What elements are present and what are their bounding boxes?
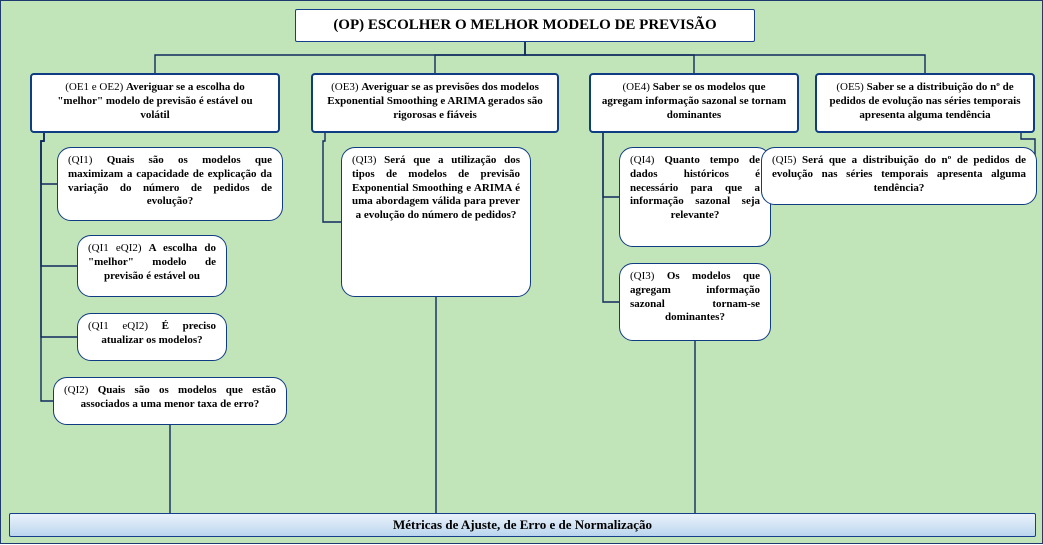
- diagram-canvas: (OP) ESCOLHER O MELHOR MODELO DE PREVISÃ…: [0, 0, 1043, 544]
- qi4b-prefix: (QI3): [630, 270, 667, 282]
- qi1-2a-box: (QI1 eQI2) A escolha do "melhor" modelo …: [77, 235, 227, 297]
- oe1-prefix: (OE1 e OE2): [65, 81, 126, 93]
- qi3-prefix: (QI3): [352, 154, 384, 166]
- qi5-text: Será que a distribuição do nº de pedidos…: [772, 154, 1026, 194]
- oe4-box: (OE4) Saber se os modelos que agregam in…: [589, 73, 799, 133]
- oe5-box: (OE5) Saber se a distribuição do nº de p…: [815, 73, 1035, 133]
- title-box: (OP) ESCOLHER O MELHOR MODELO DE PREVISÃ…: [295, 9, 755, 42]
- bottom-text: Métricas de Ajuste, de Erro e de Normali…: [393, 517, 652, 532]
- qi5-box: (QI5) Será que a distribuição do nº de p…: [761, 147, 1037, 205]
- oe1-box: (OE1 e OE2) Averiguar se a escolha do "m…: [30, 73, 280, 133]
- qi2-text: Quais são os modelos que estão associado…: [81, 384, 276, 410]
- qi1-prefix: (QI1): [68, 154, 107, 166]
- qi2-prefix: (QI2): [64, 384, 98, 396]
- oe3-prefix: (OE3): [331, 81, 361, 93]
- qi1-2b-box: (QI1 eQI2) É preciso atualizar os modelo…: [77, 313, 227, 361]
- oe4-prefix: (OE4): [622, 81, 652, 93]
- qi4a-box: (QI4) Quanto tempo de dados históricos é…: [619, 147, 771, 247]
- bottom-bar: Métricas de Ajuste, de Erro e de Normali…: [9, 513, 1036, 537]
- qi5-prefix: (QI5): [772, 154, 802, 166]
- qi2-box: (QI2) Quais são os modelos que estão ass…: [53, 377, 287, 425]
- title-text: (OP) ESCOLHER O MELHOR MODELO DE PREVISÃ…: [333, 17, 716, 33]
- qi1-box: (QI1) Quais são os modelos que maximizam…: [57, 147, 283, 221]
- qi4a-prefix: (QI4): [630, 154, 664, 166]
- oe3-box: (OE3) Averiguar se as previsões dos mode…: [311, 73, 559, 133]
- qi3-box: (QI3) Será que a utilização dos tipos de…: [341, 147, 531, 297]
- oe5-prefix: (OE5): [836, 81, 866, 93]
- qi4b-box: (QI3) Os modelos que agregam informação …: [619, 263, 771, 341]
- qi1-2a-prefix: (QI1 eQI2): [88, 242, 149, 254]
- qi1-2b-prefix: (QI1 eQI2): [88, 320, 162, 332]
